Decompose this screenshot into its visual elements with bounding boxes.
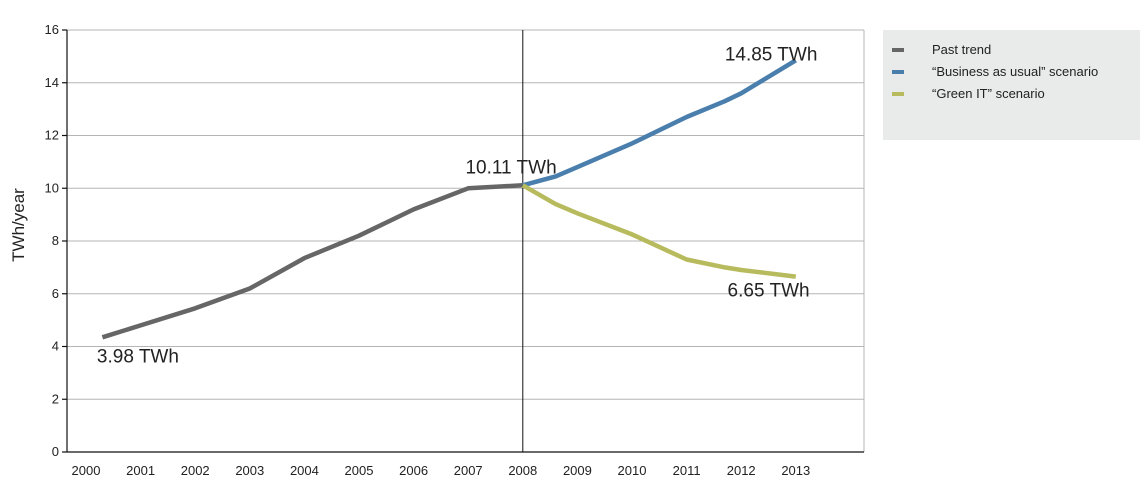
legend-swatch <box>892 92 904 96</box>
y-tick-label: 10 <box>45 180 59 195</box>
data-annotation: 6.65 TWh <box>728 280 810 301</box>
y-axis-title: TWh/year <box>9 188 28 262</box>
series-line-1 <box>522 58 797 188</box>
x-tick-label: 2009 <box>563 463 592 478</box>
x-tick-label: 2001 <box>126 463 155 478</box>
y-tick-label: 8 <box>52 233 59 248</box>
y-tick-label: 4 <box>52 339 59 354</box>
y-tick-label: 2 <box>52 391 59 406</box>
y-tick-label: 16 <box>45 22 59 37</box>
legend-label: “Green IT” scenario <box>932 86 1045 101</box>
x-tick-label: 2012 <box>727 463 756 478</box>
legend: Past trend “Business as usual” scenario “G… <box>883 30 1140 140</box>
x-tick-label: 2005 <box>345 463 374 478</box>
data-annotation: 10.11 TWh <box>465 158 556 179</box>
y-tick-label: 12 <box>45 128 59 143</box>
x-tick-label: 2006 <box>399 463 428 478</box>
x-tick-label: 2000 <box>72 463 101 478</box>
x-tick-label: 2002 <box>181 463 210 478</box>
x-tick-label: 2011 <box>673 463 701 478</box>
legend-swatch <box>892 70 904 74</box>
legend-swatch <box>892 48 904 52</box>
y-tick-label: 0 <box>52 444 59 459</box>
data-annotation: 14.85 TWh <box>725 44 818 65</box>
x-tick-label: 2003 <box>235 463 264 478</box>
legend-label: Past trend <box>932 42 991 57</box>
axis-layer: TWh/year 0 2 4 6 8 10 12 14 16 2000 2001 2002 2003 20… <box>9 22 864 478</box>
data-annotation: 3.98 TWh <box>97 346 179 367</box>
x-tick-label: 2007 <box>454 463 483 478</box>
series-line-0 <box>101 183 523 340</box>
legend-background <box>883 30 1140 140</box>
x-tick-label: 2004 <box>290 463 319 478</box>
x-tick-label: 2010 <box>618 463 647 478</box>
x-tick-label: 2013 <box>781 463 810 478</box>
legend-label: “Business as usual” scenario <box>932 64 1098 79</box>
y-tick-label: 14 <box>45 75 59 90</box>
y-tick-label: 6 <box>52 286 59 301</box>
x-tick-label: 2008 <box>508 463 537 478</box>
annotation-layer: 3.98 TWh 10.11 TWh 14.85 TWh 6.65 TWh <box>97 44 817 367</box>
series-layer <box>101 58 797 340</box>
series-line-2 <box>521 183 797 279</box>
